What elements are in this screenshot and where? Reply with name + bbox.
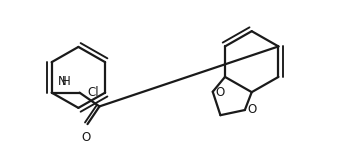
Text: N: N bbox=[58, 75, 67, 88]
Text: Cl: Cl bbox=[88, 86, 99, 99]
Text: O: O bbox=[81, 131, 90, 144]
Text: H: H bbox=[62, 75, 71, 88]
Text: O: O bbox=[216, 86, 225, 99]
Text: O: O bbox=[248, 103, 257, 116]
